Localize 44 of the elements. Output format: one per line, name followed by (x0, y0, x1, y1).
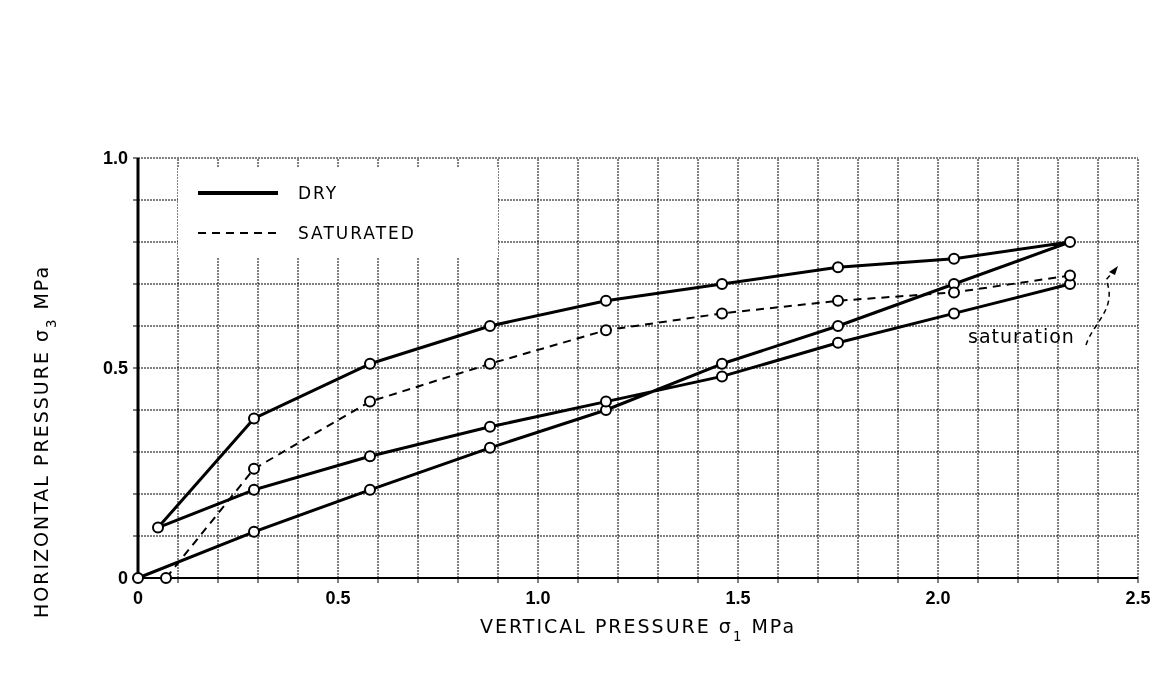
point (1064, 236, 1076, 248)
legend-label: SATURATED (298, 222, 416, 243)
x-axis-title: VERTICAL PRESSURE σ$_{1}$ MPa (479, 615, 797, 644)
point (600, 294, 612, 307)
x-tick-label: 1.0 (525, 588, 551, 608)
point (832, 261, 844, 274)
x-tick-label: 1.5 (725, 588, 751, 608)
y-tick-label: 0 (117, 568, 128, 589)
point (948, 286, 960, 299)
point (484, 420, 496, 433)
x-tick-label: 2.5 (1125, 588, 1151, 608)
x-tick-label: 2.0 (925, 588, 951, 608)
point (484, 357, 496, 370)
y-tick-label: 1.0 (102, 148, 128, 169)
y-tick-label: 0.5 (102, 358, 128, 379)
point (948, 252, 960, 265)
point (364, 357, 376, 370)
point (152, 521, 164, 534)
point (1064, 269, 1076, 282)
point (160, 572, 172, 584)
point (364, 483, 376, 496)
point (832, 320, 844, 332)
point (832, 294, 844, 307)
point (248, 412, 260, 425)
point (716, 357, 728, 370)
annotation: saturation (968, 325, 1075, 347)
point (716, 370, 728, 383)
point (484, 441, 496, 454)
legend-label: DRY (298, 182, 339, 203)
point (600, 395, 612, 408)
point (132, 572, 144, 584)
point (832, 336, 844, 349)
point (364, 450, 376, 463)
point (248, 483, 260, 496)
point (716, 278, 728, 290)
point (364, 395, 376, 408)
point (600, 324, 612, 337)
point (484, 320, 496, 332)
point (716, 307, 728, 320)
point (248, 525, 260, 538)
point (948, 307, 960, 320)
x-tick-label: 0.5 (325, 588, 351, 608)
x-tick-label: 0 (132, 588, 144, 608)
point (248, 462, 260, 475)
